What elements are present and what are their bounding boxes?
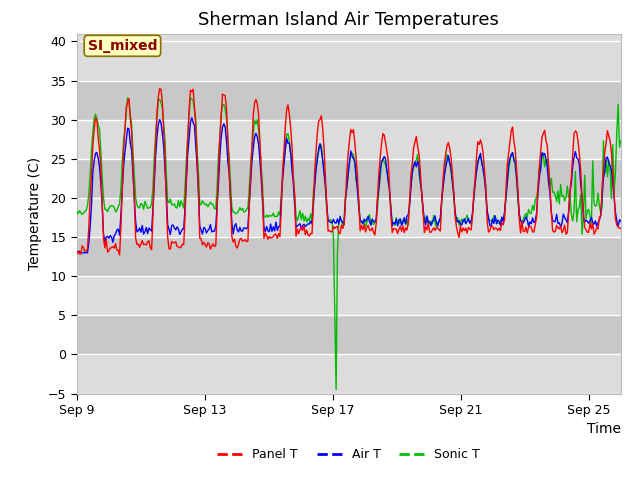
Bar — [77, 315, 621, 354]
Y-axis label: Temperature (C): Temperature (C) — [28, 157, 42, 270]
Text: SI_mixed: SI_mixed — [88, 39, 157, 53]
Bar — [77, 354, 621, 394]
Bar — [77, 276, 621, 315]
Bar — [77, 120, 621, 159]
Bar — [77, 81, 621, 120]
Bar — [77, 198, 621, 237]
Bar — [77, 159, 621, 198]
Bar — [77, 237, 621, 276]
Legend: Panel T, Air T, Sonic T: Panel T, Air T, Sonic T — [212, 443, 485, 466]
Text: Time: Time — [587, 422, 621, 436]
Bar — [77, 41, 621, 81]
Title: Sherman Island Air Temperatures: Sherman Island Air Temperatures — [198, 11, 499, 29]
